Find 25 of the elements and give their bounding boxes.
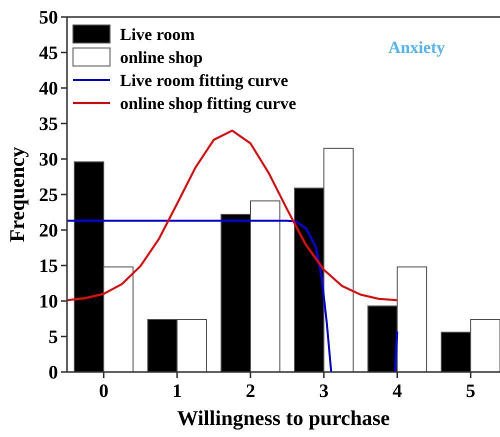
y-axis-title: Frequency [5,146,29,242]
y-tick-label: 20 [39,220,58,242]
legend-label: online shop [120,48,203,67]
x-tick-label: 2 [246,381,256,402]
y-tick-label: 15 [39,256,58,278]
y-tick-label: 25 [39,185,58,206]
annotation: Anxiety [388,38,446,57]
y-tick-label: 45 [39,43,58,64]
y-tick-label: 50 [39,8,58,29]
y-tick-label: 0 [48,362,58,384]
legend-label: Live room [120,24,195,44]
x-axis-title: Willingness to purchase [177,406,390,430]
y-tick-label: 40 [39,78,58,100]
legend-label: online shop fitting curve [120,94,297,113]
x-tick-label: 3 [319,381,329,402]
line-series [66,130,398,302]
x-tick-label: 0 [98,381,108,402]
legend-label: Live room fitting curve [120,70,289,90]
x-tick-label: 1 [172,381,182,402]
y-tick-label: 35 [39,114,58,136]
y-tick-label: 30 [39,150,58,171]
x-tick-label: 4 [392,381,403,402]
y-tick-label: 5 [48,327,58,348]
x-tick-label: 5 [466,381,476,402]
y-tick-label: 10 [39,292,58,313]
